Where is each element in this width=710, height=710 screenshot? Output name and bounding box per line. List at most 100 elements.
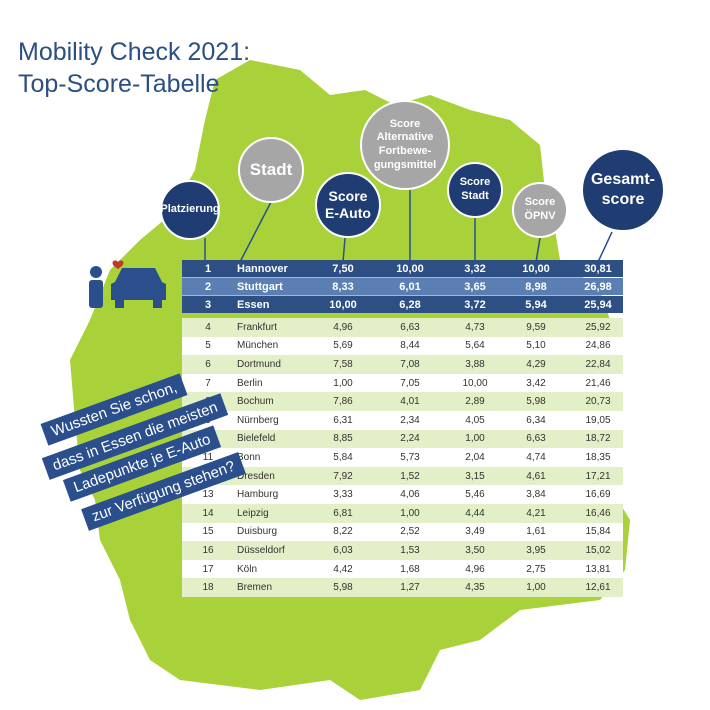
header-text: gungsmittel xyxy=(373,158,437,171)
table-cell: 30,81 xyxy=(584,262,612,275)
table-cell: 16,46 xyxy=(585,507,611,519)
table-cell: 4,06 xyxy=(400,489,420,501)
table-row: 13 Hamburg 3,33 4,06 5,46 3,84 16,69 xyxy=(182,485,623,504)
table-cell: 2,89 xyxy=(465,396,485,408)
table-cell: 3 xyxy=(204,298,212,311)
header-bubble: Stadt xyxy=(238,137,304,203)
header-text: Stadt xyxy=(249,160,293,180)
table-cell: Düsseldorf xyxy=(237,544,285,556)
table-row: 5 München 5,69 8,44 5,64 5,10 24,86 xyxy=(182,336,623,356)
table-cell: 20,73 xyxy=(585,396,611,408)
table-row: 16 Düsseldorf 6,03 1,53 3,50 3,95 15,02 xyxy=(182,541,623,560)
table-cell: 5 xyxy=(205,340,211,352)
table-cell: 15,84 xyxy=(585,526,611,538)
table-cell: 4,73 xyxy=(465,321,485,333)
table-cell: 6,01 xyxy=(399,280,421,293)
table-row: 18 Bremen 5,98 1,27 4,35 1,00 12,61 xyxy=(182,578,623,597)
table-cell: Hannover xyxy=(237,262,288,275)
table-cell: 26,98 xyxy=(584,280,612,293)
table-cell: 9,59 xyxy=(526,321,546,333)
table-cell: Bielefeld xyxy=(237,433,276,445)
table-cell: 4,96 xyxy=(333,321,353,333)
table-cell: 8,22 xyxy=(333,526,353,538)
table-cell: 5,98 xyxy=(526,396,546,408)
table-cell: 7,08 xyxy=(400,358,420,370)
table-row: 4 Frankfurt 4,96 6,63 4,73 9,59 25,92 xyxy=(182,318,623,337)
table-cell: 13 xyxy=(202,489,214,501)
title-line: Mobility Check 2021: xyxy=(18,38,251,66)
header-text: score xyxy=(601,191,645,208)
table-cell: 11 xyxy=(202,451,214,463)
table-cell: 1,00 xyxy=(400,507,420,519)
table-cell: Dresden xyxy=(237,470,275,482)
header-text: Alternative xyxy=(376,131,434,144)
table-cell: Köln xyxy=(237,563,258,575)
header-text: Gesamt- xyxy=(590,171,656,188)
table-cell: 2,34 xyxy=(400,414,420,426)
table-cell: 21,46 xyxy=(585,377,611,389)
table-cell: 4,44 xyxy=(465,507,485,519)
table-cell: 4,42 xyxy=(333,563,353,575)
table-cell: 10,00 xyxy=(329,298,357,311)
table-cell: 15,02 xyxy=(585,544,611,556)
table-cell: Nürnberg xyxy=(237,414,279,426)
table-cell: 24,86 xyxy=(585,340,611,352)
table-cell: 1,00 xyxy=(333,377,353,389)
table-cell: 18,72 xyxy=(585,433,611,445)
header-text: Platzierung xyxy=(160,203,220,216)
table-cell: 4,21 xyxy=(526,507,546,519)
table-cell: 6,03 xyxy=(333,544,353,556)
table-cell: 7,05 xyxy=(400,377,420,389)
title-line: Top-Score-Tabelle xyxy=(18,70,220,98)
table-cell: 3,33 xyxy=(333,489,353,501)
table-cell: 2,24 xyxy=(400,433,420,445)
table-cell: 1,27 xyxy=(400,582,420,594)
table-cell: 2,04 xyxy=(465,451,485,463)
table-cell: 2 xyxy=(204,280,212,293)
header-bubble: Platzierung xyxy=(160,180,220,240)
header-text: Score xyxy=(524,196,556,209)
table-cell: 10,00 xyxy=(462,377,488,389)
table-cell: 5,69 xyxy=(333,340,353,352)
table-cell: 18 xyxy=(202,582,214,594)
header-text: E-Auto xyxy=(325,205,371,221)
header-text: Score xyxy=(389,117,421,130)
table-cell: Dortmund xyxy=(237,358,281,370)
table-cell: 13,81 xyxy=(585,563,611,575)
table-cell: 4,35 xyxy=(465,582,485,594)
table-cell: 1,00 xyxy=(465,433,485,445)
table-cell: 7,86 xyxy=(333,396,353,408)
table-cell: 4,96 xyxy=(465,563,485,575)
table-cell: 2,75 xyxy=(526,563,546,575)
table-cell: 6 xyxy=(205,358,211,370)
table-cell: 6,81 xyxy=(333,507,353,519)
table-row: 1 Hannover 7,50 10,00 3,32 10,00 30,81 xyxy=(182,260,623,277)
table-cell: Bonn xyxy=(237,451,261,463)
header-text: Fortbewe- xyxy=(378,145,432,157)
header-bubble: Score ÖPNV xyxy=(512,182,568,238)
table-cell: 7 xyxy=(205,377,211,389)
table-cell: 5,98 xyxy=(333,582,353,594)
table-cell: München xyxy=(237,340,279,352)
table-cell: 2,52 xyxy=(400,526,420,538)
table-cell: 3,72 xyxy=(464,298,486,311)
header-bubble: Score Alternative Fortbewe-gungsmittel xyxy=(360,100,450,190)
table-cell: 5,84 xyxy=(333,451,353,463)
table-cell: 25,94 xyxy=(584,298,612,311)
header-bubble: Score Stadt xyxy=(447,162,503,218)
table-cell: 5,73 xyxy=(400,451,420,463)
table-cell: 10,00 xyxy=(396,262,424,275)
table-cell: Bochum xyxy=(237,396,274,408)
connector-lines xyxy=(204,190,613,263)
header-text: Score xyxy=(328,187,368,204)
table-cell: 4,01 xyxy=(400,396,420,408)
table-cell: 3,49 xyxy=(465,526,485,538)
header-bubble: Gesamt-score xyxy=(581,148,665,232)
table-cell: 10,00 xyxy=(522,262,550,275)
table-cell: 3,42 xyxy=(526,377,546,389)
table-row: 3 Essen 10,00 6,28 3,72 5,94 25,94 xyxy=(182,296,623,313)
table-cell: 8,44 xyxy=(400,340,420,352)
table-cell: 12,61 xyxy=(585,582,611,594)
